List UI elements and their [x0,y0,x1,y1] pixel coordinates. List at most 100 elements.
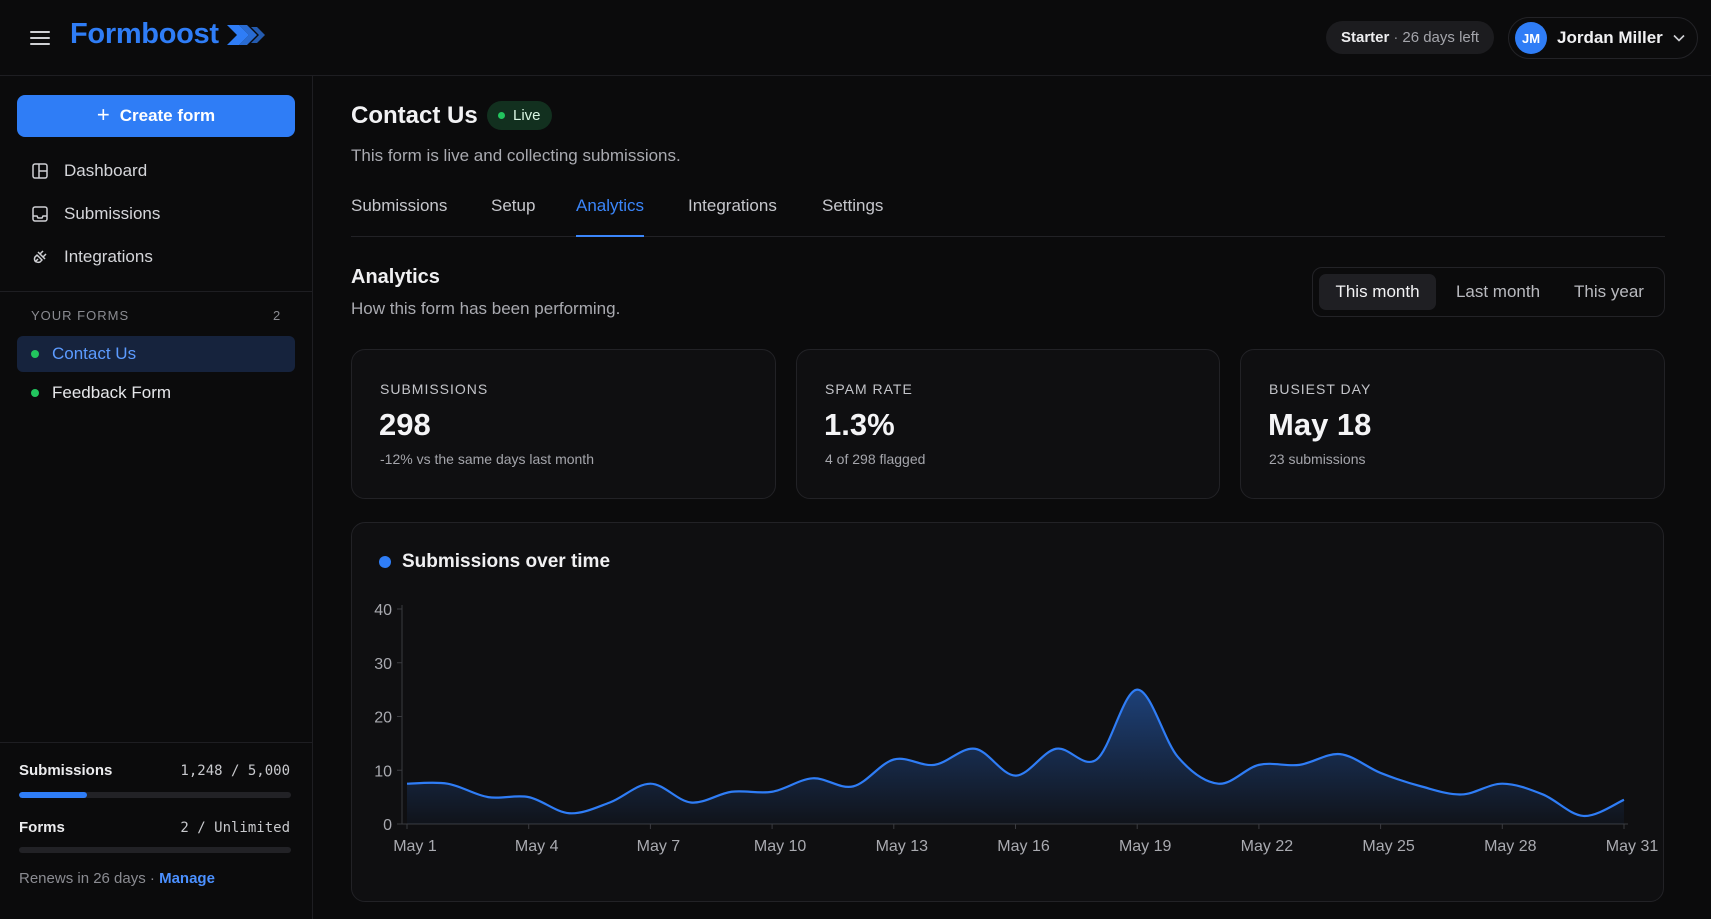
range-last-month[interactable]: Last month [1455,282,1541,301]
renew-note: Renews in 26 days · Manage [19,870,215,887]
your-forms-count: 2 [273,308,281,323]
sidebar-item-submissions[interactable]: Submissions [17,195,295,233]
usage-submissions-label: Submissions [19,762,113,779]
form-item-label: Feedback Form [52,383,172,402]
y-tick-label: 20 [374,710,392,727]
stat-value: May 18 [1268,407,1372,442]
chart-card: Submissions over time 0 10 20 30 40 May 1 May … [351,522,1664,902]
data-point [528,796,530,798]
avatar: JM [1515,22,1547,54]
tab-setup[interactable]: Setup [491,196,536,215]
plus-icon: + [96,102,110,127]
x-tick-label: May 25 [1362,838,1415,855]
stat-label: BUSIEST DAY [1269,381,1372,397]
x-tick-label: May 13 [876,838,929,855]
date-range-toggle: This month Last month This year [1312,267,1665,317]
y-tick-label: 40 [374,602,392,619]
usage-forms-bar [19,847,291,853]
divider [0,291,313,292]
data-point [1136,688,1138,690]
manage-link[interactable]: Manage [159,870,215,887]
data-point [1501,782,1503,784]
form-item-contact-us[interactable]: Contact Us [17,336,295,372]
stat-label: SPAM RATE [825,381,913,397]
usage-forms-label: Forms [19,819,65,836]
data-point [1339,753,1341,755]
x-tick-label: May 1 [393,838,437,855]
sidebar-item-dashboard[interactable]: Dashboard [17,152,295,190]
x-tick-label: May 7 [637,838,681,855]
data-point [1582,815,1584,817]
plan-badge[interactable]: Starter · 26 days left [1326,21,1495,54]
series-area [407,689,1624,824]
renew-separator: · [149,870,155,887]
plan-name: Starter [1341,29,1390,46]
x-tick-label: May 28 [1484,838,1537,855]
chevron-down-icon [1673,34,1685,42]
form-item-feedback-form[interactable]: Feedback Form [17,375,295,411]
data-point [649,782,651,784]
stat-value: 1.3% [824,407,895,442]
create-form-button[interactable]: + Create form [17,95,295,137]
status-label: Live [513,107,541,124]
x-tick-label: May 31 [1606,838,1659,855]
tab-settings[interactable]: Settings [822,196,884,215]
data-point [1217,782,1219,784]
data-point [1379,772,1381,774]
chart-title-label: Submissions over time [402,551,611,572]
dashboard-icon [31,162,49,180]
data-point [1014,774,1016,776]
stat-card-spam-rate: SPAM RATE 1.3% 4 of 298 flagged [796,349,1220,499]
user-name: Jordan Miller [1557,28,1663,47]
menu-icon[interactable] [28,28,52,48]
plug-icon [31,248,49,266]
form-item-label: Contact Us [52,344,137,363]
data-point [893,758,895,760]
page-title: Contact Us [351,102,478,129]
usage-forms-value: 2 / Unlimited [180,820,290,836]
y-tick-label: 0 [383,817,392,834]
usage-submissions-value: 1,248 / 5,000 [180,763,290,779]
divider [0,742,313,743]
data-point [406,782,408,784]
page-subtitle: This form is live and collecting submiss… [351,146,681,165]
chart-title: Submissions over time [379,551,610,573]
usage-submissions-fill [19,792,87,798]
y-tick-label: 10 [374,763,392,780]
create-form-label: Create form [119,106,216,125]
data-point [771,791,773,793]
tab-submissions[interactable]: Submissions [351,196,448,215]
section-title: Analytics [351,266,440,288]
user-menu[interactable]: JM Jordan Miller [1508,17,1698,59]
x-tick-label: May 4 [515,838,559,855]
x-tick-label: May 10 [754,838,807,855]
sidebar-item-integrations[interactable]: Integrations [17,238,295,276]
data-point [1177,756,1179,758]
data-point [1420,785,1422,787]
stat-note: 4 of 298 flagged [825,451,926,467]
data-point [1542,793,1544,795]
data-point [1623,799,1625,801]
status-dot [31,389,39,397]
your-forms-heading: YOUR FORMS [31,308,130,323]
data-point [974,748,976,750]
renew-text: Renews in 26 days [19,870,146,887]
logo[interactable]: Formboost [70,18,271,51]
tab-analytics[interactable]: Analytics [576,196,645,237]
x-tick-label: May 19 [1119,838,1172,855]
x-tick-label: May 16 [997,838,1050,855]
sidebar-item-label: Submissions [64,204,161,223]
data-point [1461,793,1463,795]
inbox-icon [31,205,49,223]
range-this-month[interactable]: This month [1319,274,1436,310]
stat-note: -12% vs the same days last month [380,451,594,467]
sidebar-item-label: Integrations [64,247,153,266]
range-this-year[interactable]: This year [1574,282,1644,301]
stat-value: 298 [379,407,431,442]
tab-integrations[interactable]: Integrations [688,196,777,215]
sidebar: + Create form Dashboard Submissions Inte… [0,76,313,919]
top-bar: Formboost Starter · 26 days left JM Jord… [0,0,1711,76]
data-point [609,801,611,803]
plan-separator: · [1393,29,1399,46]
stat-card-busiest-day: BUSIEST DAY May 18 23 submissions [1240,349,1665,499]
